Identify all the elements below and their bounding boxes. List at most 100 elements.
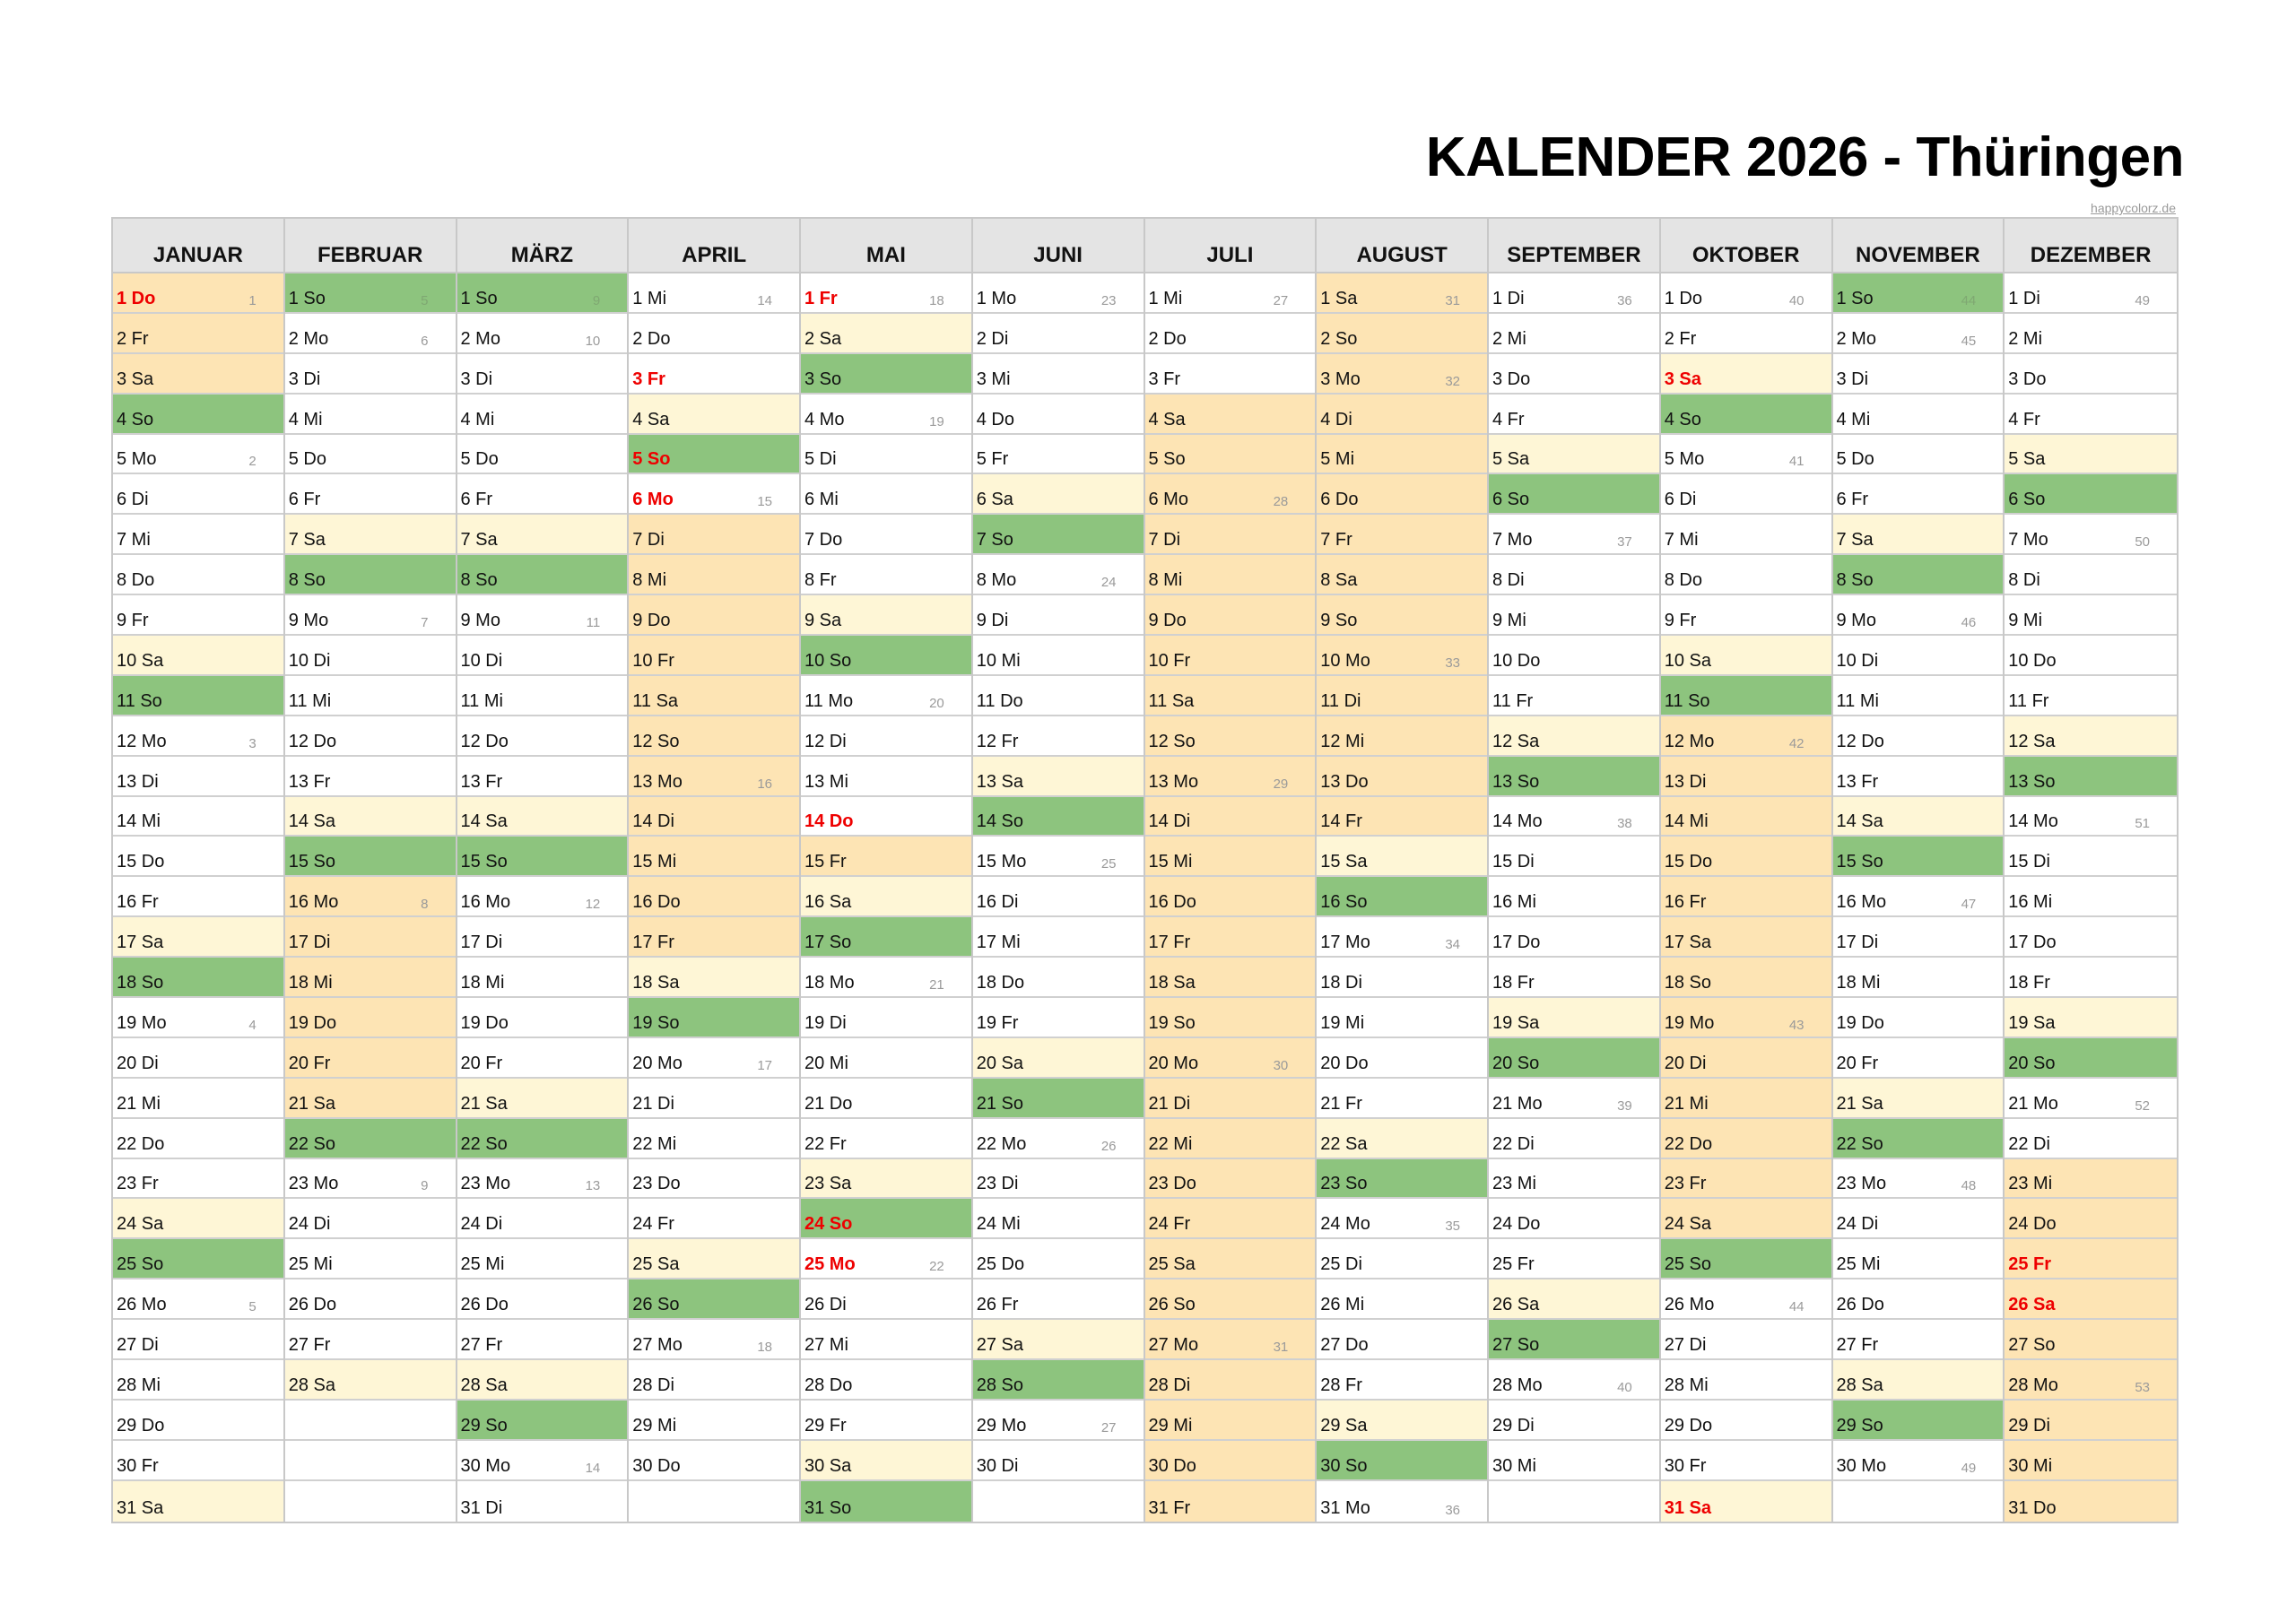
day-cell[interactable]: 17 Fr bbox=[629, 917, 799, 958]
day-cell[interactable]: 20 So bbox=[1489, 1037, 1659, 1079]
day-cell[interactable]: 19 Sa bbox=[1489, 998, 1659, 1038]
day-cell[interactable]: 3 Sa bbox=[1660, 353, 1831, 395]
day-cell[interactable]: 4 Fr bbox=[2005, 394, 2177, 435]
day-cell[interactable]: 13 Mi bbox=[801, 756, 971, 797]
day-cell[interactable]: 7 Di bbox=[629, 515, 799, 556]
day-cell[interactable]: 7 Fr bbox=[1317, 515, 1487, 556]
day-cell[interactable]: 24 Do bbox=[1489, 1199, 1659, 1240]
day-cell[interactable]: 27 Fr bbox=[1832, 1320, 2004, 1361]
day-cell[interactable]: 19 Di bbox=[801, 998, 971, 1038]
day-cell[interactable]: 18 Mi bbox=[1832, 958, 2004, 999]
day-cell[interactable]: 9 Do bbox=[629, 595, 799, 637]
day-cell[interactable]: 20 Sa bbox=[972, 1037, 1144, 1079]
day-cell[interactable]: 28 Mi bbox=[113, 1360, 283, 1401]
day-cell[interactable]: 7 So bbox=[972, 515, 1144, 556]
day-cell[interactable]: 1 Mi 14 bbox=[629, 273, 799, 314]
day-cell[interactable]: 29 Do bbox=[113, 1400, 283, 1441]
day-cell[interactable]: 20 Di bbox=[1660, 1037, 1831, 1079]
day-cell[interactable]: 23 Mo 9 bbox=[284, 1158, 456, 1200]
day-cell[interactable]: 16 So bbox=[1317, 877, 1487, 918]
day-cell[interactable]: 26 Do bbox=[1832, 1279, 2004, 1321]
day-cell[interactable]: 12 So bbox=[629, 716, 799, 757]
day-cell[interactable]: 25 Fr bbox=[2005, 1239, 2177, 1280]
day-cell[interactable]: 24 So bbox=[801, 1199, 971, 1240]
day-cell[interactable]: 15 Di bbox=[2005, 837, 2177, 878]
day-cell[interactable]: 29 So bbox=[457, 1400, 628, 1441]
day-cell[interactable]: 5 So bbox=[1144, 434, 1316, 475]
day-cell[interactable]: 19 Do bbox=[284, 998, 456, 1038]
day-cell[interactable]: 6 Do bbox=[1317, 474, 1487, 516]
day-cell[interactable]: 21 So bbox=[972, 1078, 1144, 1119]
day-cell[interactable]: 2 Mi bbox=[2005, 313, 2177, 354]
day-cell[interactable]: 10 Sa bbox=[1660, 636, 1831, 676]
day-cell[interactable]: 3 Do bbox=[1489, 353, 1659, 395]
day-cell[interactable]: 1 Di 49 bbox=[2005, 273, 2177, 314]
day-cell[interactable]: 16 Sa bbox=[801, 877, 971, 918]
day-cell[interactable]: 24 Fr bbox=[629, 1199, 799, 1240]
day-cell[interactable]: 1 Di 36 bbox=[1489, 273, 1659, 314]
day-cell[interactable]: 21 Sa bbox=[284, 1078, 456, 1119]
day-cell[interactable]: 18 Fr bbox=[2005, 958, 2177, 999]
day-cell[interactable]: 13 Mo 16 bbox=[629, 756, 799, 797]
day-cell[interactable]: 10 Mi bbox=[972, 636, 1144, 676]
day-cell[interactable]: 27 Do bbox=[1317, 1320, 1487, 1361]
day-cell[interactable]: 23 Mo 48 bbox=[1832, 1158, 2004, 1200]
day-cell[interactable]: 11 Di bbox=[1317, 675, 1487, 716]
day-cell[interactable]: 21 Sa bbox=[1832, 1078, 2004, 1119]
day-cell[interactable]: 9 Fr bbox=[113, 595, 283, 637]
day-cell[interactable]: 3 Mo 32 bbox=[1317, 353, 1487, 395]
day-cell[interactable]: 9 Fr bbox=[1660, 595, 1831, 637]
day-cell[interactable]: 26 Mo 44 bbox=[1660, 1279, 1831, 1321]
day-cell[interactable]: 30 So bbox=[1317, 1440, 1487, 1481]
day-cell[interactable]: 31 So bbox=[801, 1480, 971, 1522]
day-cell[interactable]: 15 Mo 25 bbox=[972, 837, 1144, 878]
day-cell[interactable]: 3 Di bbox=[284, 353, 456, 395]
day-cell[interactable]: 29 Sa bbox=[1317, 1400, 1487, 1441]
day-cell[interactable]: 25 Mi bbox=[1832, 1239, 2004, 1280]
day-cell[interactable]: 6 Di bbox=[1660, 474, 1831, 516]
day-cell[interactable]: 29 Di bbox=[2005, 1400, 2177, 1441]
day-cell[interactable]: 22 Do bbox=[1660, 1118, 1831, 1159]
day-cell[interactable]: 19 Do bbox=[457, 998, 628, 1038]
day-cell[interactable]: 1 Mo 23 bbox=[972, 273, 1144, 314]
day-cell[interactable]: 28 Sa bbox=[1832, 1360, 2004, 1401]
day-cell[interactable]: 28 Mi bbox=[1660, 1360, 1831, 1401]
day-cell[interactable]: 14 Di bbox=[1144, 796, 1316, 837]
day-cell[interactable]: 30 Do bbox=[629, 1440, 799, 1481]
day-cell[interactable]: 3 So bbox=[801, 353, 971, 395]
day-cell[interactable]: 3 Di bbox=[457, 353, 628, 395]
day-cell[interactable]: 13 Do bbox=[1317, 756, 1487, 797]
day-cell[interactable]: 4 So bbox=[1660, 394, 1831, 435]
day-cell[interactable]: 21 Mi bbox=[1660, 1078, 1831, 1119]
day-cell[interactable]: 4 Sa bbox=[1144, 394, 1316, 435]
day-cell[interactable]: 25 Di bbox=[1317, 1239, 1487, 1280]
day-cell[interactable]: 20 Fr bbox=[457, 1037, 628, 1079]
day-cell[interactable]: 23 Mi bbox=[2005, 1158, 2177, 1200]
day-cell[interactable]: 12 Di bbox=[801, 716, 971, 757]
day-cell[interactable]: 16 Mi bbox=[2005, 877, 2177, 918]
day-cell[interactable]: 21 Di bbox=[1144, 1078, 1316, 1119]
day-cell[interactable]: 1 So 5 bbox=[284, 273, 456, 314]
day-cell[interactable]: 28 Sa bbox=[284, 1360, 456, 1401]
day-cell[interactable]: 6 Fr bbox=[1832, 474, 2004, 516]
day-cell[interactable]: 2 Mi bbox=[1489, 313, 1659, 354]
day-cell[interactable]: 15 Di bbox=[1489, 837, 1659, 878]
day-cell[interactable]: 29 So bbox=[1832, 1400, 2004, 1441]
day-cell[interactable]: 13 Sa bbox=[972, 756, 1144, 797]
day-cell[interactable]: 24 Sa bbox=[1660, 1199, 1831, 1240]
day-cell[interactable]: 20 Mo 17 bbox=[629, 1037, 799, 1079]
day-cell[interactable]: 17 So bbox=[801, 917, 971, 958]
day-cell[interactable]: 12 Sa bbox=[1489, 716, 1659, 757]
day-cell[interactable]: 23 Sa bbox=[801, 1158, 971, 1200]
day-cell[interactable]: 25 Fr bbox=[1489, 1239, 1659, 1280]
day-cell[interactable]: 10 Sa bbox=[113, 636, 283, 676]
day-cell[interactable]: 23 Mo 13 bbox=[457, 1158, 628, 1200]
day-cell[interactable]: 27 Fr bbox=[457, 1320, 628, 1361]
day-cell[interactable]: 2 Do bbox=[629, 313, 799, 354]
day-cell[interactable]: 9 So bbox=[1317, 595, 1487, 637]
day-cell[interactable]: 20 So bbox=[2005, 1037, 2177, 1079]
day-cell[interactable]: 7 Mo 37 bbox=[1489, 515, 1659, 556]
day-cell[interactable]: 14 Do bbox=[801, 796, 971, 837]
day-cell[interactable]: 27 So bbox=[1489, 1320, 1659, 1361]
day-cell[interactable]: 22 Di bbox=[2005, 1118, 2177, 1159]
